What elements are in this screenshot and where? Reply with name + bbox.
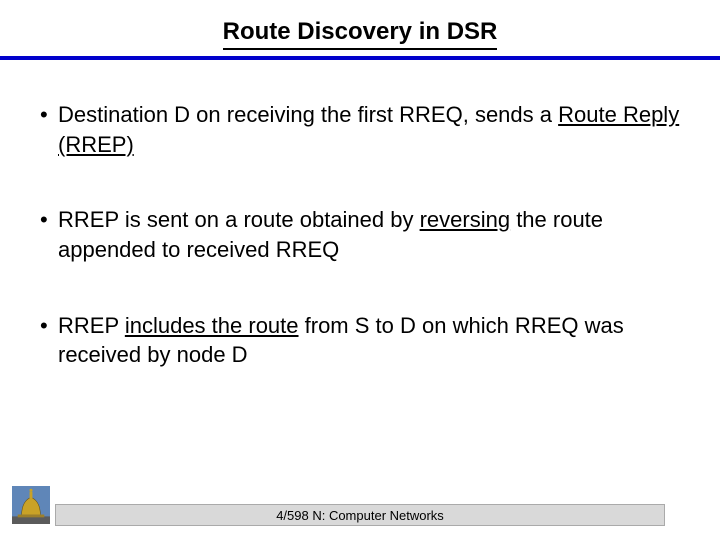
footer: 4/598 N: Computer Networks (0, 504, 720, 530)
slide-title: Route Discovery in DSR (223, 18, 498, 50)
title-area: Route Discovery in DSR (0, 0, 720, 50)
bullet-item: • RREP is sent on a route obtained by re… (40, 205, 680, 264)
plain-text: RREP (58, 313, 125, 338)
bullet-text: RREP includes the route from S to D on w… (58, 311, 680, 370)
footer-text: 4/598 N: Computer Networks (276, 508, 444, 523)
plain-text: RREP is sent on a route obtained by (58, 207, 420, 232)
bullet-marker: • (40, 311, 58, 341)
underlined-text: reversing (420, 207, 510, 232)
underlined-text: includes the route (125, 313, 299, 338)
bullet-item: • Destination D on receiving the first R… (40, 100, 680, 159)
bullet-item: • RREP includes the route from S to D on… (40, 311, 680, 370)
bullet-marker: • (40, 205, 58, 235)
footer-bar: 4/598 N: Computer Networks (55, 504, 665, 526)
plain-text: Destination D on receiving the first RRE… (58, 102, 558, 127)
bullet-text: RREP is sent on a route obtained by reve… (58, 205, 680, 264)
bullet-marker: • (40, 100, 58, 130)
slide-body: • Destination D on receiving the first R… (0, 60, 720, 370)
dome-logo-icon (12, 486, 50, 524)
bullet-text: Destination D on receiving the first RRE… (58, 100, 680, 159)
